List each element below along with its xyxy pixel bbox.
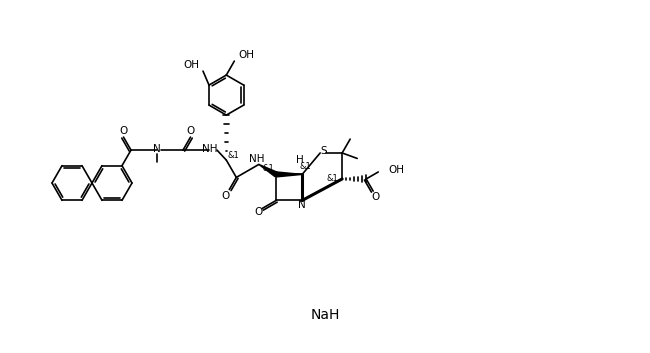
Text: &1: &1 [263,164,274,173]
Text: O: O [254,208,263,217]
Polygon shape [259,164,278,176]
Text: NH: NH [249,154,265,164]
Text: NaH: NaH [310,308,340,322]
Text: H: H [296,155,304,166]
Text: O: O [221,191,229,201]
Text: O: O [371,192,380,202]
Text: NH: NH [202,144,218,154]
Text: O: O [187,126,194,136]
Text: OH: OH [388,165,404,175]
Text: &1: &1 [299,162,311,171]
Text: S: S [321,146,328,156]
Text: OH: OH [239,50,254,60]
Text: OH: OH [183,60,199,70]
Text: O: O [120,126,127,136]
Text: &1: &1 [326,174,338,184]
Text: N: N [153,144,161,154]
Polygon shape [276,172,302,177]
Text: &1: &1 [227,151,239,160]
Text: N: N [298,201,306,210]
